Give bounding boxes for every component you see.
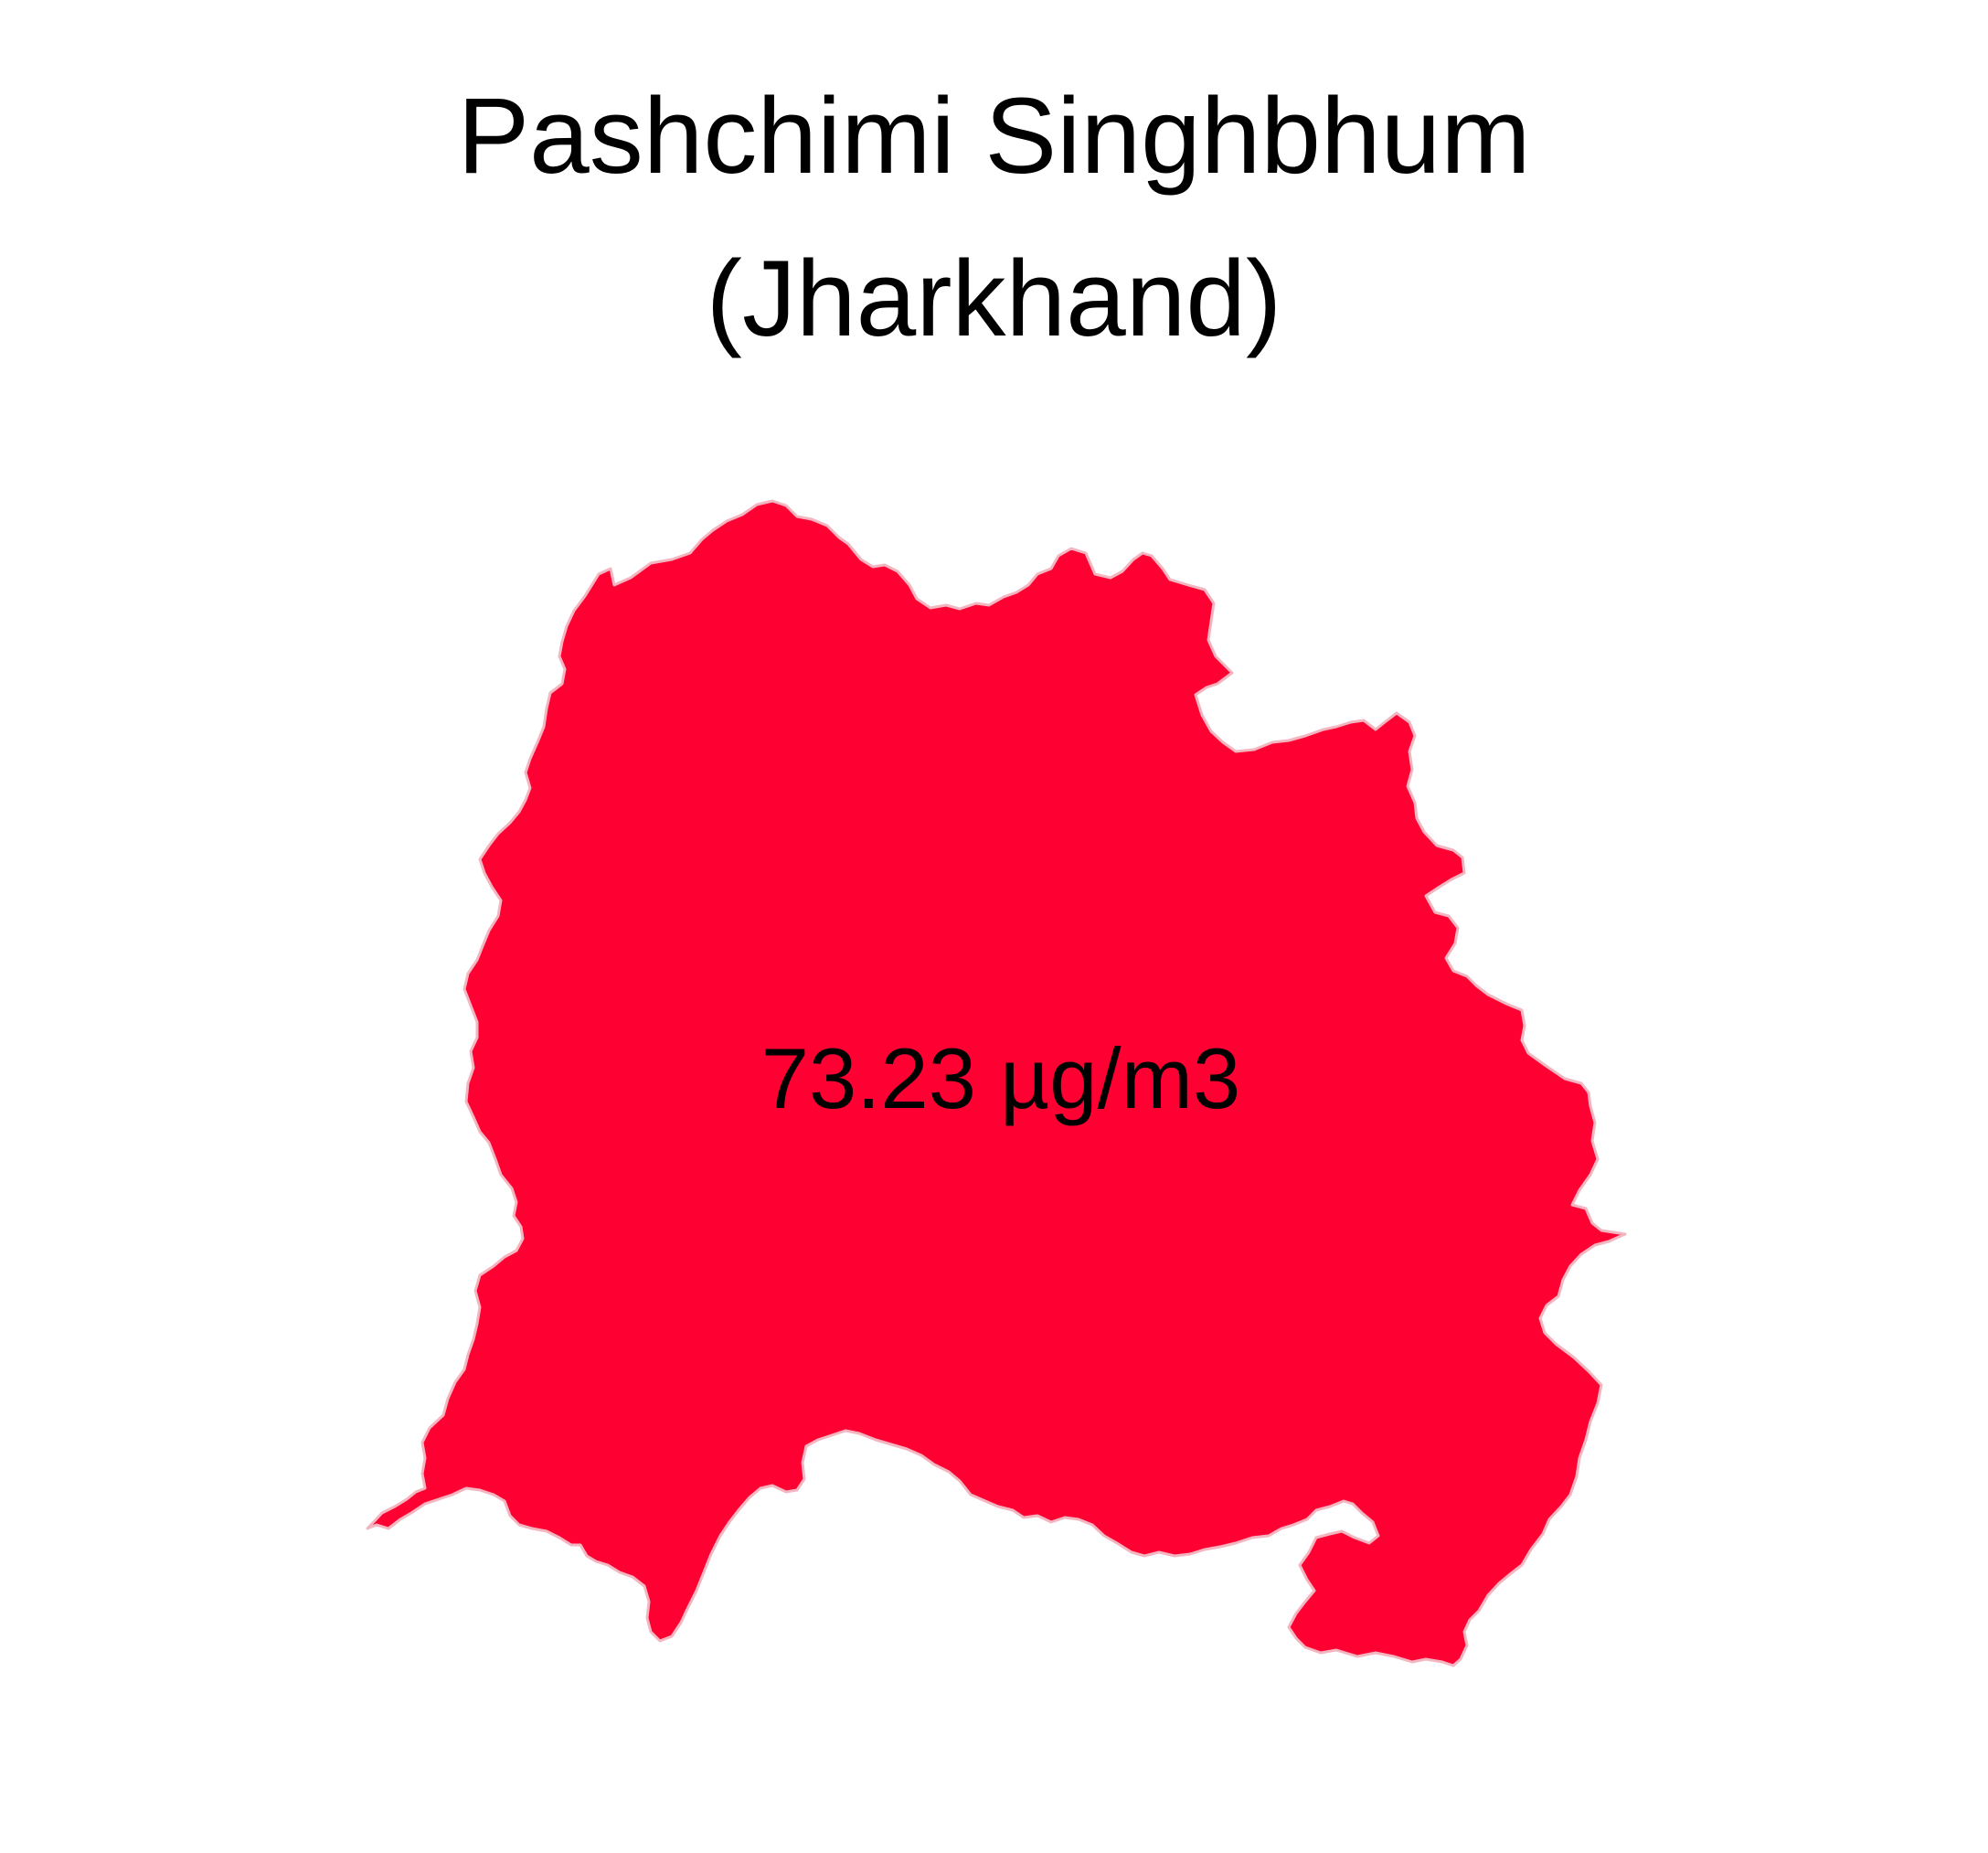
map-title: Pashchimi Singhbhum (Jharkhand) bbox=[0, 55, 1988, 380]
region-value-label: 73.23 µg/m3 bbox=[761, 1030, 1240, 1126]
title-state-name: (Jharkhand) bbox=[706, 239, 1282, 359]
title-district-name: Pashchimi Singhbhum bbox=[457, 76, 1531, 197]
district-shape bbox=[366, 499, 1627, 1667]
